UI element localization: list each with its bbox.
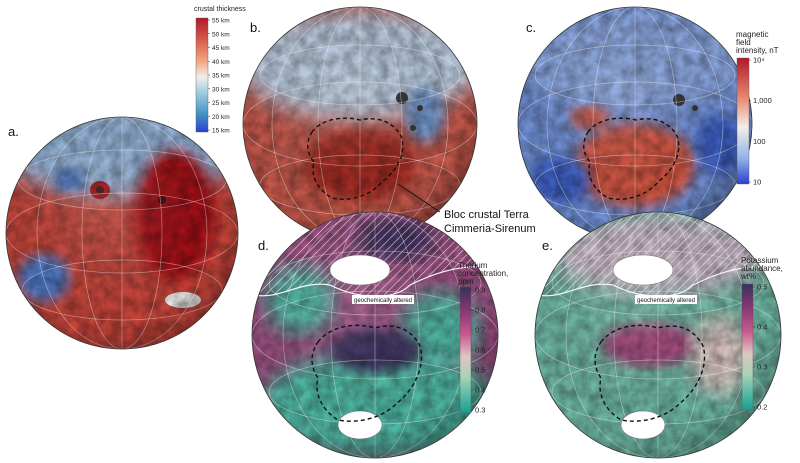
colorbar-potassium-title-2: abundance,	[741, 264, 783, 273]
colorbar-thorium: Thorium concentration, ppm 0.9 0.8 0.7 0.6 0…	[458, 261, 508, 415]
colorbar-magnetic-title-2: field	[736, 38, 751, 47]
colorbar-thorium-title-1: Thorium	[458, 261, 488, 270]
panel-label-a: a.	[8, 124, 19, 139]
globe-a-crustal-thickness	[6, 117, 238, 349]
north-polar-cap-e	[612, 254, 674, 286]
panel-label-d: d.	[258, 238, 269, 253]
colorbar-magnetic-field: magnetic field intensity, nT 10⁴ 1,000 100…	[736, 30, 779, 187]
panel-label-b: b.	[250, 20, 261, 35]
colorbar-potassium-title-3: wt%	[740, 272, 756, 281]
south-polar-cap-d	[337, 410, 383, 440]
colorbar-crust-tick-label: 20 km	[212, 114, 230, 121]
colorbar-crust-tick-label: 35 km	[212, 73, 230, 80]
geochemically-altered-label-d: geochemically altered	[354, 298, 412, 304]
colorbar-potassium-tick-label: 0.3	[757, 363, 767, 372]
colorbar-potassium-title-1: Potassium	[741, 256, 779, 265]
globe-c-magnetic-field	[518, 7, 752, 241]
globe-e-potassium	[535, 212, 781, 458]
colorbar-thorium-tick-label: 0.4	[475, 386, 485, 395]
annotation-line-2: Cimmeria-Sirenum	[444, 223, 536, 235]
colorbar-thorium-title-3: ppm	[458, 277, 474, 286]
colorbar-crust-title: crustal thickness	[194, 6, 246, 13]
altered-label-bg-e	[635, 295, 697, 304]
panel-label-e: e.	[542, 238, 553, 253]
colorbar-crustal-thickness: crustal thickness 55 km 50 km 45 km 40 km 35…	[194, 6, 246, 135]
globe-d-thorium	[252, 212, 498, 458]
colorbar-magnetic-title-1: magnetic	[736, 30, 768, 39]
colorbar-potassium-tick-label: 0.2	[757, 403, 767, 412]
colorbar-thorium-tick-label: 0.7	[475, 326, 485, 335]
annotation-line-1: Bloc crustal Terra	[444, 209, 530, 221]
colorbar-crust-tick-label: 40 km	[212, 59, 230, 66]
altered-label-bg-d	[352, 295, 414, 304]
colorbar-magnetic-tick-label: 10	[753, 178, 761, 187]
colorbar-crust-tick-label: 55 km	[212, 18, 230, 25]
colorbar-crust-tick-label: 15 km	[212, 128, 230, 135]
annotation-pointer	[397, 183, 441, 213]
colorbar-potassium-tick-label: 0.4	[757, 323, 767, 332]
panel-label-c: c.	[526, 20, 536, 35]
colorbar-thorium-tick-label: 0.5	[475, 366, 485, 375]
north-polar-cap-d	[329, 254, 391, 286]
cimmeria-sirenum-outline-c	[583, 117, 680, 200]
colorbar-thorium-tick-label: 0.3	[475, 406, 485, 415]
colorbar-potassium: Potassium abundance, wt% 0.5 0.4 0.3 0.2	[740, 256, 783, 412]
colorbar-magnetic-title-3: intensity, nT	[736, 46, 779, 55]
colorbar-magnetic-tick-label: 1,000	[753, 96, 772, 105]
colorbar-crust-tick-label: 45 km	[212, 45, 230, 52]
colorbar-crust-tick-label: 50 km	[212, 31, 230, 38]
colorbar-crust-tick-label: 30 km	[212, 86, 230, 93]
colorbar-magnetic-tick-label: 10⁴	[753, 56, 765, 65]
colorbar-thorium-tick-label: 0.6	[475, 346, 485, 355]
colorbar-thorium-tick-label: 0.8	[475, 306, 485, 315]
colorbar-potassium-tick-label: 0.5	[757, 283, 767, 292]
colorbar-crust-tick-label: 25 km	[212, 100, 230, 107]
globe-b-crust-detail	[243, 7, 477, 241]
cimmeria-sirenum-outline-b	[307, 117, 404, 200]
colorbar-thorium-title-2: concentration,	[458, 269, 508, 278]
geochemically-altered-label-e: geochemically altered	[637, 298, 695, 304]
colorbar-magnetic-tick-label: 100	[753, 137, 766, 146]
colorbar-thorium-tick-label: 0.9	[475, 286, 485, 295]
south-polar-cap-e	[620, 410, 666, 440]
